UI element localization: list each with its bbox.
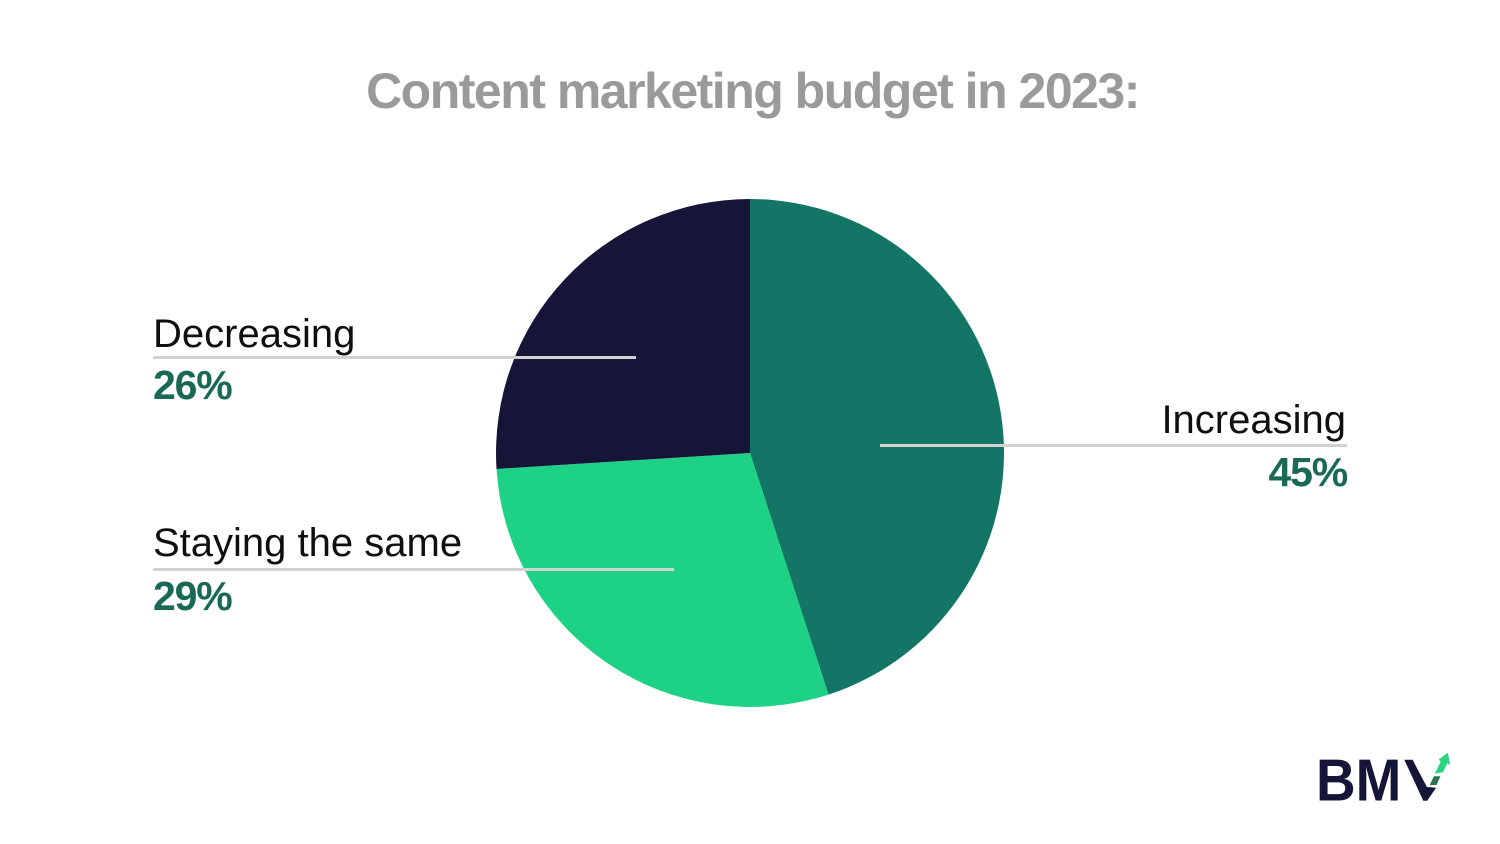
svg-text:BM: BM <box>1316 748 1401 814</box>
